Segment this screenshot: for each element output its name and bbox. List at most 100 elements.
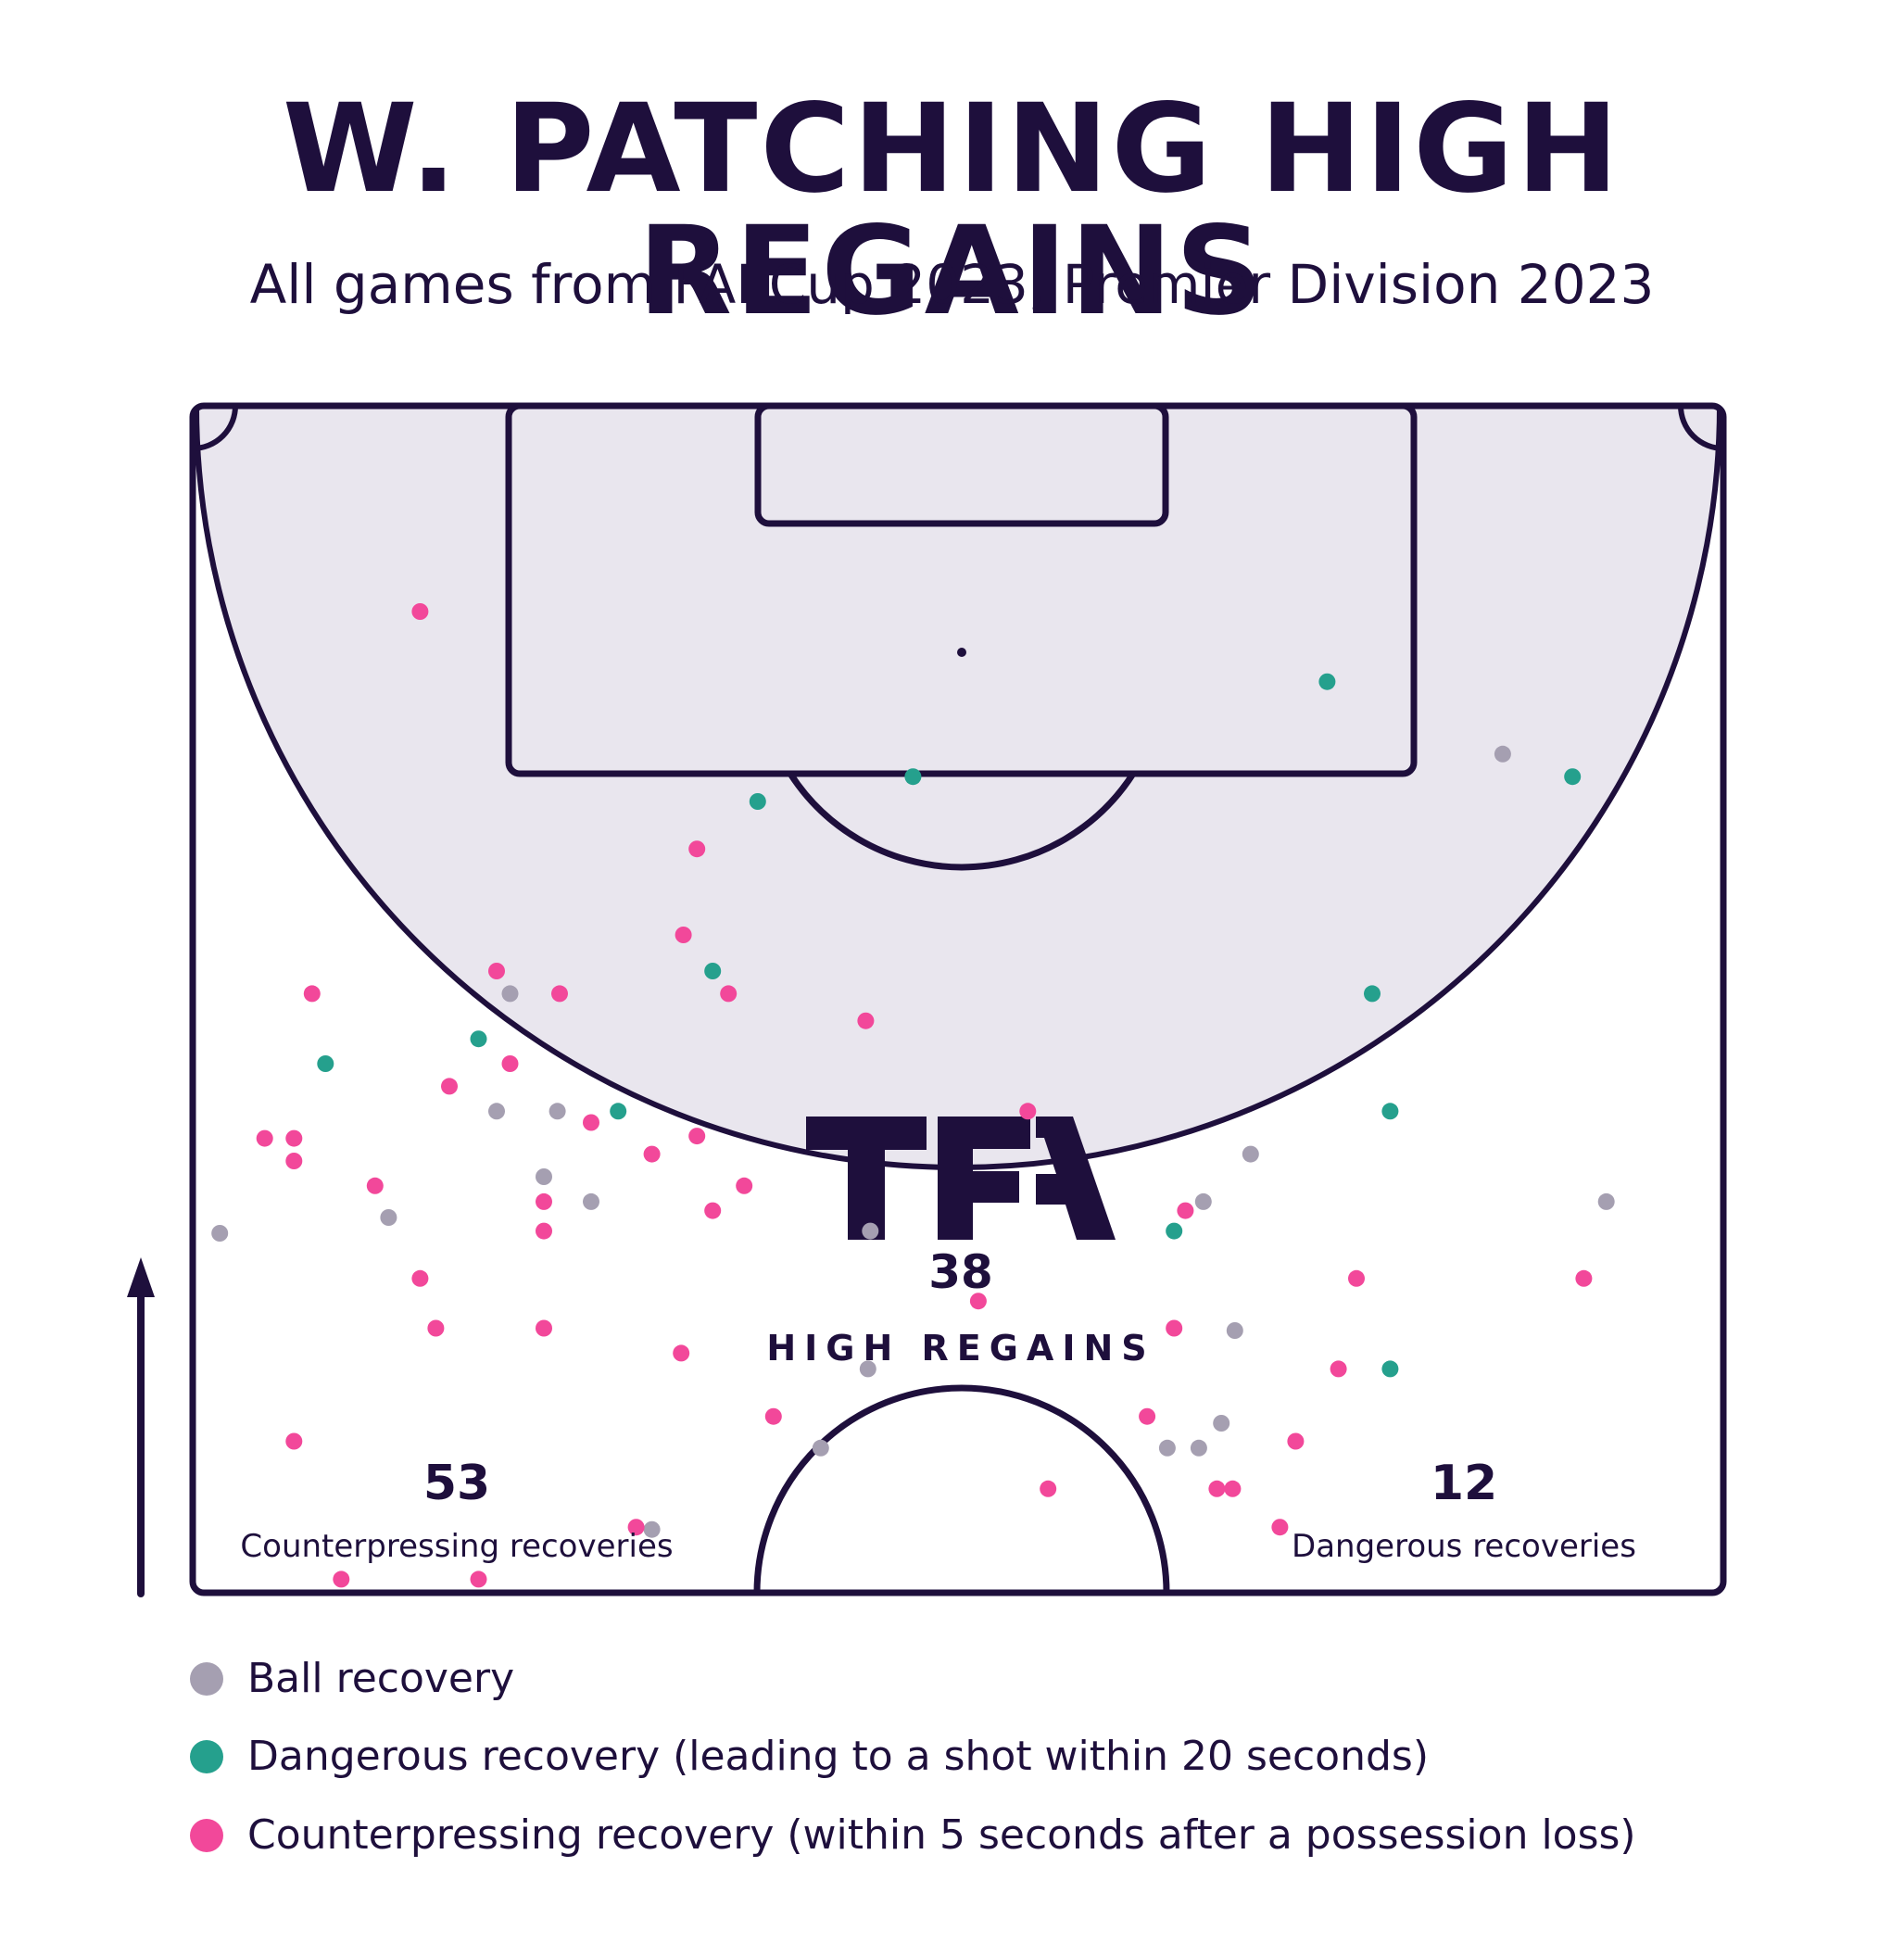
ball-recovery-point	[536, 1168, 552, 1185]
direction-arrow-icon	[127, 1257, 155, 1597]
ball-recovery-point	[1158, 1439, 1176, 1457]
ball-recovery-point	[211, 1225, 229, 1242]
counterpressing-recovery-point	[764, 1407, 782, 1425]
dangerous-recovery-point	[749, 793, 766, 810]
counterpressing-recovery-point	[1166, 1319, 1183, 1337]
counterpressing-recovery-point	[441, 1078, 458, 1095]
counterpressing-recovery-point	[411, 603, 429, 620]
counterpressing-count: 53	[423, 1456, 490, 1511]
ball-recovery-point	[380, 1209, 397, 1226]
legend-label-counterpressing: Counterpressing recovery (within 5 secon…	[247, 1811, 1636, 1859]
counterpressing-recovery-point	[470, 1571, 487, 1588]
tfa-logo	[806, 1117, 1116, 1240]
dangerous-recovery-point	[704, 963, 722, 979]
counterpressing-recovery-point	[688, 1128, 706, 1145]
counterpressing-recovery-point	[536, 1222, 552, 1240]
chart-title: W. PATCHING HIGH REGAINS	[282, 78, 1622, 343]
chart-subtitle: All games from FAI Cup 2023, Premier Div…	[249, 253, 1655, 316]
high-regains-value: 38	[928, 1245, 993, 1299]
counterpressing-recovery-point	[720, 985, 738, 1003]
counterpressing-recovery-point	[704, 1202, 722, 1219]
legend-item-dangerous: Dangerous recovery (leading to a shot wi…	[190, 1729, 1429, 1785]
corner-arc-right	[1678, 405, 1724, 451]
counterpressing-recovery-point	[1348, 1269, 1365, 1287]
counterpressing-recovery-point	[1575, 1269, 1593, 1287]
recovery-points	[211, 603, 1615, 1588]
counterpressing-recovery-point	[643, 1145, 661, 1163]
counterpressing-recovery-point	[969, 1293, 987, 1310]
ball-recovery-point	[1194, 1192, 1212, 1210]
counterpressing-recovery-point	[688, 840, 706, 858]
penalty-spot	[957, 648, 966, 657]
counterpressing-recovery-point	[1040, 1480, 1057, 1497]
counterpressing-label: Counterpressing recoveries	[240, 1528, 673, 1565]
legend-label-dangerous: Dangerous recovery (leading to a shot wi…	[247, 1733, 1429, 1780]
counterpressing-recovery-point	[857, 1012, 875, 1029]
dangerous-label: Dangerous recoveries	[1292, 1528, 1636, 1565]
counterpressing-recovery-point	[285, 1432, 303, 1450]
ball-recovery-point	[1494, 745, 1511, 763]
logo-letter-a	[1036, 1117, 1116, 1240]
counterpressing-recovery-point	[285, 1153, 303, 1169]
counterpressing-recovery-point	[256, 1129, 273, 1147]
dangerous-recovery-point	[1564, 768, 1582, 786]
counterpressing-recovery-point	[536, 1192, 552, 1210]
ball-recovery-point	[859, 1360, 876, 1378]
dangerous-recovery-point	[904, 768, 922, 786]
pitch	[189, 402, 1727, 1596]
dangerous-count: 12	[1431, 1456, 1497, 1511]
penalty-arc	[788, 772, 1136, 871]
dangerous-recovery-point	[317, 1055, 334, 1072]
counterpressing-recovery-point	[1208, 1480, 1226, 1497]
ball-recovery-point	[1213, 1415, 1230, 1432]
counterpressing-recovery-point	[1019, 1103, 1037, 1120]
high-regains-label: HIGH REGAINS	[766, 1328, 1154, 1369]
dangerous-recovery-point	[610, 1103, 627, 1120]
logo-letter-t	[806, 1117, 927, 1240]
ball-recovery-point	[643, 1520, 661, 1538]
counterpressing-recovery-point	[1177, 1202, 1194, 1219]
legend-dot-counterpressing	[190, 1819, 223, 1852]
logo-letter-f	[938, 1117, 1030, 1240]
counterpressing-recovery-point	[736, 1177, 753, 1194]
counterpressing-recovery-point	[488, 963, 505, 979]
ball-recovery-point	[1190, 1439, 1207, 1457]
dangerous-recovery-point	[1364, 985, 1381, 1003]
counterpressing-recovery-point	[536, 1319, 552, 1337]
counterpressing-recovery-point	[673, 1344, 690, 1362]
counterpressing-recovery-point	[427, 1319, 445, 1337]
dangerous-recovery-point	[1381, 1103, 1399, 1120]
counterpressing-recovery-point	[333, 1571, 350, 1588]
counterpressing-recovery-point	[627, 1519, 645, 1536]
dangerous-recovery-point	[470, 1030, 487, 1048]
counterpressing-recovery-point	[1224, 1480, 1242, 1497]
counterpressing-recovery-point	[285, 1129, 303, 1147]
legend-dot-ball	[190, 1662, 223, 1696]
dangerous-recovery-point	[1318, 673, 1336, 690]
legend-dot-dangerous	[190, 1740, 223, 1773]
ball-recovery-point	[1242, 1145, 1259, 1163]
corner-arc-left	[192, 405, 238, 451]
counterpressing-recovery-point	[551, 985, 568, 1003]
center-circle	[753, 1384, 1170, 1594]
counterpressing-recovery-point	[675, 927, 692, 943]
ball-recovery-point	[583, 1192, 599, 1210]
counterpressing-recovery-point	[366, 1177, 384, 1194]
ball-recovery-point	[862, 1222, 879, 1240]
legend-item-counterpressing: Counterpressing recovery (within 5 secon…	[190, 1808, 1636, 1863]
counterpressing-recovery-point	[1287, 1432, 1305, 1450]
ball-recovery-point	[812, 1439, 829, 1457]
counterpressing-recovery-point	[1139, 1407, 1156, 1425]
high-regain-zone	[196, 406, 1720, 1167]
dangerous-recovery-point	[1381, 1360, 1399, 1378]
counterpressing-recovery-point	[411, 1269, 429, 1287]
ball-recovery-point	[488, 1103, 505, 1120]
counterpressing-recovery-point	[303, 985, 321, 1003]
counterpressing-recovery-point	[583, 1114, 599, 1131]
legend-item-ball: Ball recovery	[190, 1651, 514, 1707]
counterpressing-recovery-point	[501, 1055, 519, 1072]
ball-recovery-point	[1597, 1192, 1615, 1210]
counterpressing-recovery-point	[1271, 1519, 1289, 1536]
legend-label-ball: Ball recovery	[247, 1655, 515, 1702]
